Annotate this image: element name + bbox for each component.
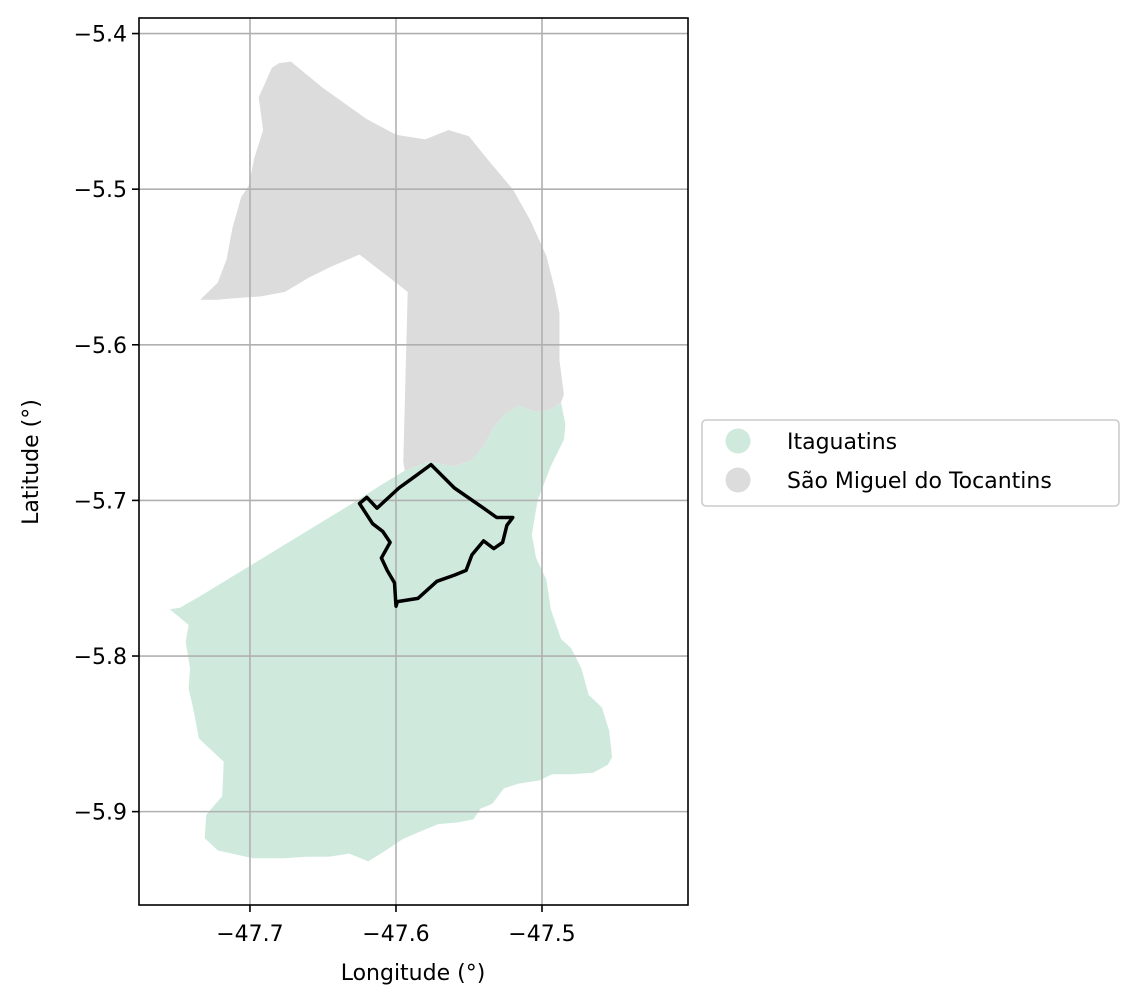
legend-marker [725, 467, 751, 493]
outline-layer [357, 462, 515, 608]
legend-label: Itaguatins [787, 430, 897, 455]
legend-label: São Miguel do Tocantins [787, 469, 1052, 494]
grid-layer [139, 18, 688, 905]
y-axis-label: Latitude (°) [19, 399, 44, 525]
y-tick-label: −5.6 [74, 334, 127, 359]
region-s-o-miguel-do-tocantins [200, 61, 564, 471]
y-tick-label: −5.8 [74, 645, 127, 670]
legend: Itaguatins São Miguel do Tocantins [701, 419, 1120, 507]
plot-frame [138, 17, 689, 906]
region-itaguatins [169, 402, 613, 862]
legend-marker [725, 428, 751, 454]
y-tick-label: −5.5 [74, 178, 127, 203]
x-axis-label: Longitude (°) [341, 961, 486, 986]
y-tick-label: −5.9 [74, 801, 127, 826]
x-tick-label: −47.7 [216, 922, 283, 947]
highlighted-boundary [357, 462, 515, 608]
regions-layer [169, 61, 613, 862]
y-tick-label: −5.4 [74, 23, 127, 48]
y-tick-label: −5.7 [74, 489, 127, 514]
ticks-layer: −47.7 −47.6 −47.5 −5.4 −5.5 −5.6 −5.7 −5.8 −5.9 [74, 23, 576, 947]
x-tick-label: −47.6 [362, 922, 429, 947]
x-tick-label: −47.5 [508, 922, 575, 947]
legend-box [701, 419, 1120, 507]
